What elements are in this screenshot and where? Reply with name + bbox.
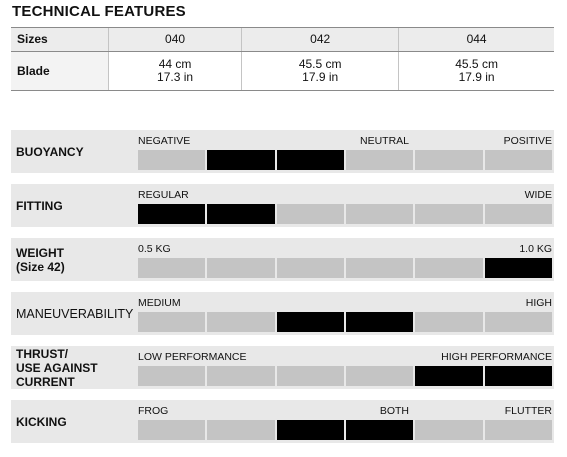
rating-bar: [138, 258, 552, 278]
size-042-header: 042: [241, 27, 399, 52]
scale-max-label: WIDE: [524, 189, 552, 201]
rating-segment: [345, 312, 414, 332]
scale-max-label: FLUTTER: [504, 405, 552, 417]
page-title: TECHNICAL FEATURES: [12, 3, 186, 20]
rating-segment: [415, 150, 483, 170]
rating-label: MANEUVERABILITY: [16, 306, 134, 321]
rating-segment: [138, 420, 206, 440]
rating-segment: [484, 258, 552, 278]
rating-segment: [345, 258, 414, 278]
rating-label: WEIGHT (Size 42): [16, 245, 65, 274]
rating-segment: [207, 366, 275, 386]
rating-segment: [207, 258, 275, 278]
blade-040-cell: 44 cm 17.3 in: [107, 51, 242, 91]
rating-scale: NEGATIVE NEUTRAL POSITIVE: [138, 130, 552, 173]
rating-segment: [415, 204, 483, 224]
table-row: Sizes 040 042 044: [11, 27, 554, 52]
blade-in-value: 17.3 in: [157, 70, 194, 84]
scale-min-label: FROG: [138, 405, 169, 417]
scale-max-label: POSITIVE: [503, 135, 552, 147]
rating-segment: [207, 312, 275, 332]
scale-max-label: HIGH PERFORMANCE: [441, 351, 552, 363]
rating-segment: [345, 204, 414, 224]
rating-scale: 0.5 KG 1.0 KG: [138, 238, 552, 281]
blade-in-value: 17.9 in: [458, 70, 495, 84]
rating-segment: [276, 150, 344, 170]
specs-table: Sizes 040 042 044 Blade 44 cm 17.3 in 45…: [11, 27, 554, 91]
scale-min-label: 0.5 KG: [138, 243, 171, 255]
rating-scale: MEDIUM HIGH: [138, 292, 552, 335]
scale-min-label: LOW PERFORMANCE: [138, 351, 247, 363]
blade-in-value: 17.9 in: [302, 70, 339, 84]
scale-max-label: 1.0 KG: [519, 243, 552, 255]
rating-scale: LOW PERFORMANCE HIGH PERFORMANCE: [138, 346, 552, 389]
rating-segment: [345, 420, 414, 440]
rating-segment: [484, 420, 552, 440]
blade-cm-value: 44 cm: [158, 57, 192, 71]
scale-mid-label: BOTH: [379, 405, 409, 417]
size-044-header: 044: [398, 27, 554, 52]
rating-segment: [345, 366, 414, 386]
rating-buoyancy: BUOYANCY NEGATIVE NEUTRAL POSITIVE: [11, 130, 554, 173]
blade-label: Blade: [11, 51, 109, 91]
rating-segment: [415, 312, 483, 332]
rating-bar: [138, 366, 552, 386]
rating-segment: [276, 312, 344, 332]
rating-bar: [138, 312, 552, 332]
rating-segment: [276, 204, 344, 224]
blade-044-cell: 45.5 cm 17.9 in: [398, 51, 554, 91]
rating-segment: [484, 366, 552, 386]
rating-maneuverability: MANEUVERABILITY MEDIUM HIGH: [11, 292, 554, 335]
rating-segment: [484, 312, 552, 332]
rating-segment: [207, 150, 275, 170]
rating-segment: [138, 366, 206, 386]
rating-bar: [138, 204, 552, 224]
rating-label: KICKING: [16, 414, 67, 429]
rating-segment: [207, 204, 275, 224]
rating-bar: [138, 420, 552, 440]
scale-mid-label: NEUTRAL: [359, 135, 409, 147]
rating-label: BUOYANCY: [16, 144, 84, 159]
rating-segment: [138, 312, 206, 332]
rating-fitting: FITTING REGULAR WIDE: [11, 184, 554, 227]
rating-bar: [138, 150, 552, 170]
scale-min-label: REGULAR: [138, 189, 189, 201]
rating-segment: [484, 204, 552, 224]
scale-min-label: NEGATIVE: [138, 135, 191, 147]
scale-min-label: MEDIUM: [138, 297, 181, 309]
rating-segment: [276, 258, 344, 278]
rating-segment: [345, 150, 414, 170]
blade-cm-value: 45.5 cm: [298, 57, 342, 71]
rating-segment: [138, 150, 206, 170]
rating-segment: [484, 150, 552, 170]
rating-scale: REGULAR WIDE: [138, 184, 552, 227]
rating-scale: FROG BOTH FLUTTER: [138, 400, 552, 443]
rating-segment: [276, 366, 344, 386]
rating-segment: [415, 258, 483, 278]
rating-segment: [138, 204, 206, 224]
table-row: Blade 44 cm 17.3 in 45.5 cm 17.9 in 45.5…: [11, 51, 554, 91]
rating-segment: [415, 420, 483, 440]
rating-segment: [276, 420, 344, 440]
size-040-header: 040: [107, 27, 242, 52]
blade-cm-value: 45.5 cm: [455, 57, 498, 71]
sizes-header: Sizes: [11, 27, 109, 52]
rating-kicking: KICKING FROG BOTH FLUTTER: [11, 400, 554, 443]
scale-max-label: HIGH: [525, 297, 552, 309]
rating-label: THRUST/ USE AGAINST CURRENT: [16, 346, 98, 389]
blade-042-cell: 45.5 cm 17.9 in: [241, 51, 399, 91]
rating-segment: [138, 258, 206, 278]
rating-weight: WEIGHT (Size 42) 0.5 KG 1.0 KG: [11, 238, 554, 281]
rating-thrust: THRUST/ USE AGAINST CURRENT LOW PERFORMA…: [11, 346, 554, 389]
rating-segment: [207, 420, 275, 440]
rating-segment: [415, 366, 483, 386]
rating-label: FITTING: [16, 198, 63, 213]
